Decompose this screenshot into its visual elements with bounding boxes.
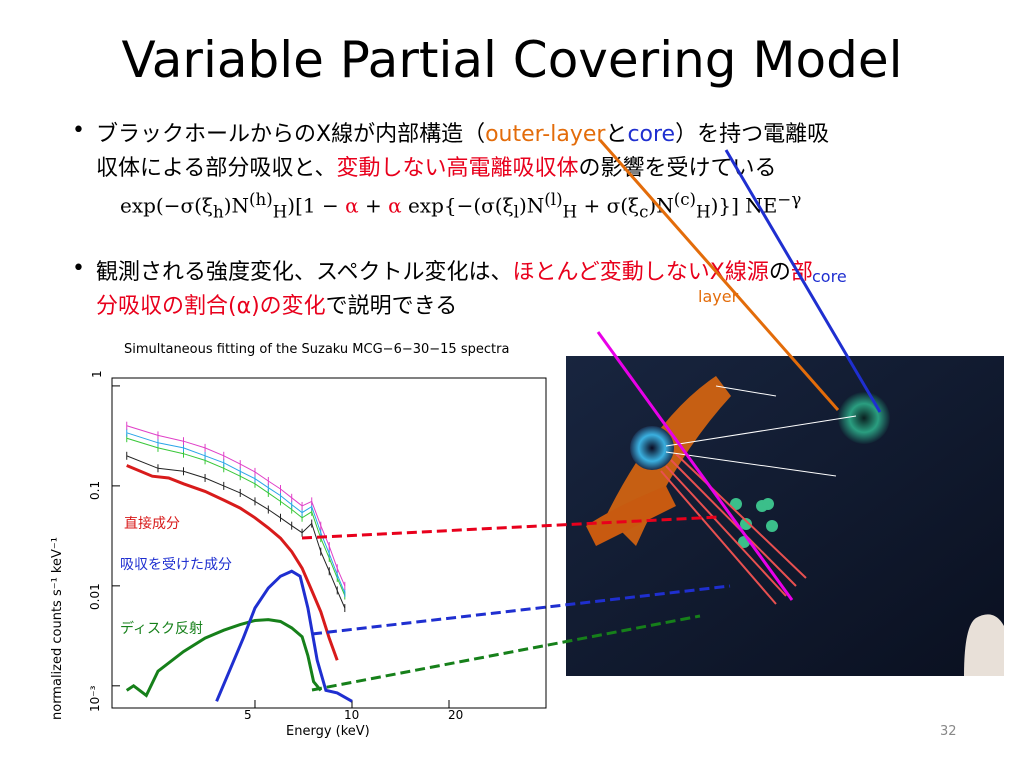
person-silhouette — [964, 614, 1004, 676]
formula-part: exp{−(σ(ξ — [401, 193, 514, 218]
formula-sub: h — [212, 202, 224, 222]
formula-alpha: α — [345, 193, 359, 218]
disk-reflection-label: ディスク反射 — [120, 621, 204, 637]
outer-layer-term: outer-layer — [485, 122, 606, 147]
xtick-label-5: 5 — [244, 708, 252, 722]
series-line-5 — [126, 432, 346, 594]
formula-sub: H — [272, 202, 288, 222]
black-hole-icon — [630, 426, 674, 470]
formula-sup: (h) — [249, 190, 273, 209]
formula-part: )[1 − — [287, 193, 346, 218]
bullet-1-text: ブラックホールからのX線が内部構造（ — [96, 122, 486, 147]
bullet-2-highlight: 分吸収の割合(α)の変化 — [96, 294, 326, 319]
xtick-label-10: 10 — [344, 708, 360, 722]
bullet-1-text3: 収体による部分吸収と、 — [96, 156, 337, 181]
series-line-1 — [215, 569, 353, 703]
formula-sub: l — [513, 202, 519, 222]
ytick-label-0.01: 0.01 — [88, 583, 102, 610]
direct-component-label: 直接成分 — [124, 516, 180, 532]
formula-part: )N — [518, 193, 545, 218]
page-number: 32 — [940, 724, 957, 739]
bullet-2: 観測される強度変化、スペクトル変化は、ほとんど変動しないX線源の部 分吸収の割合… — [96, 256, 976, 324]
ytick-label-0.1: 0.1 — [88, 480, 102, 500]
formula-part: + — [358, 193, 389, 218]
formula-alpha: α — [388, 193, 402, 218]
bullet-2-text: 観測される強度変化、スペクトル変化は、 — [96, 260, 513, 285]
x-axis-label: Energy (keV) — [286, 724, 370, 739]
formula-part: )N — [223, 193, 249, 218]
model-illustration — [566, 356, 1004, 676]
ytick-label-1: 1 — [90, 370, 104, 378]
series-line-4 — [126, 437, 346, 596]
bullet-1-highlight: 変動しない高電離吸収体 — [336, 156, 579, 181]
series-line-3 — [126, 455, 346, 609]
formula-part: exp(−σ(ξ — [120, 193, 213, 218]
bullet-dot: • — [72, 256, 85, 281]
slide-title: Variable Partial Covering Model — [121, 31, 903, 89]
chart-title: Simultaneous fitting of the Suzaku MCG−6… — [124, 342, 510, 357]
series-line-2 — [125, 618, 322, 698]
ytick-label-1e-3: 10⁻³ — [88, 685, 102, 712]
formula-sub: H — [562, 202, 578, 222]
xtick-label-20: 20 — [448, 708, 464, 722]
bullet-dot: • — [72, 118, 85, 143]
formula-sup: (l) — [544, 190, 563, 209]
y-axis-label: normalized counts s⁻¹ keV⁻¹ — [50, 537, 65, 720]
absorbed-component-label: 吸収を受けた成分 — [120, 557, 232, 573]
bullet-2-text3: で説明できる — [325, 294, 458, 319]
plot-frame — [111, 377, 547, 709]
